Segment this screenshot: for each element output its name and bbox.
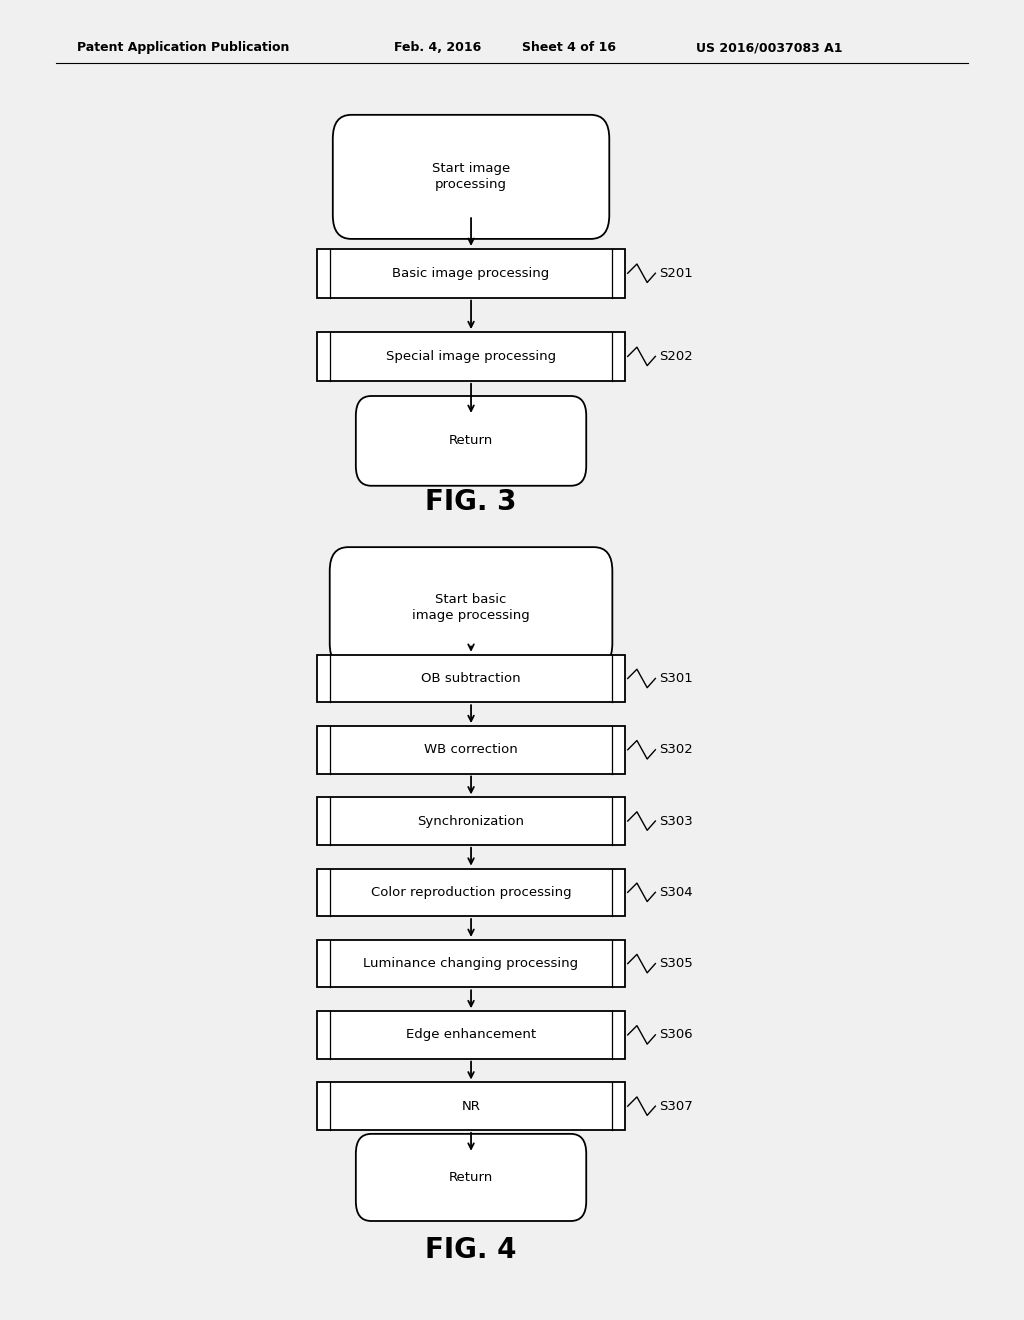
- Text: Return: Return: [449, 434, 494, 447]
- Text: S303: S303: [659, 814, 693, 828]
- Text: S305: S305: [659, 957, 693, 970]
- Text: Sheet 4 of 16: Sheet 4 of 16: [522, 41, 616, 54]
- Text: S202: S202: [659, 350, 693, 363]
- Text: Synchronization: Synchronization: [418, 814, 524, 828]
- FancyBboxPatch shape: [333, 115, 609, 239]
- Text: S307: S307: [659, 1100, 693, 1113]
- Bar: [317, 869, 625, 916]
- Text: FIG. 3: FIG. 3: [425, 487, 517, 516]
- Text: S302: S302: [659, 743, 693, 756]
- Text: Basic image processing: Basic image processing: [392, 267, 550, 280]
- Text: Edge enhancement: Edge enhancement: [406, 1028, 537, 1041]
- Text: Special image processing: Special image processing: [386, 350, 556, 363]
- Text: Start basic
image processing: Start basic image processing: [413, 593, 529, 622]
- Text: Feb. 4, 2016: Feb. 4, 2016: [394, 41, 481, 54]
- Text: S201: S201: [659, 267, 693, 280]
- Text: Color reproduction processing: Color reproduction processing: [371, 886, 571, 899]
- Text: Return: Return: [449, 1171, 494, 1184]
- Text: OB subtraction: OB subtraction: [421, 672, 521, 685]
- Text: FIG. 4: FIG. 4: [425, 1236, 517, 1265]
- Bar: [317, 726, 625, 774]
- Bar: [317, 1011, 625, 1059]
- Bar: [317, 1082, 625, 1130]
- Text: WB correction: WB correction: [424, 743, 518, 756]
- Text: NR: NR: [462, 1100, 480, 1113]
- Text: Patent Application Publication: Patent Application Publication: [77, 41, 289, 54]
- Bar: [317, 248, 625, 297]
- Text: Luminance changing processing: Luminance changing processing: [364, 957, 579, 970]
- Bar: [317, 655, 625, 702]
- Text: S306: S306: [659, 1028, 693, 1041]
- FancyBboxPatch shape: [330, 546, 612, 667]
- FancyBboxPatch shape: [356, 1134, 586, 1221]
- Text: Start image
processing: Start image processing: [432, 162, 510, 191]
- Text: S301: S301: [659, 672, 693, 685]
- FancyBboxPatch shape: [356, 396, 586, 486]
- Bar: [317, 797, 625, 845]
- Bar: [317, 940, 625, 987]
- Bar: [317, 331, 625, 380]
- Text: S304: S304: [659, 886, 693, 899]
- Text: US 2016/0037083 A1: US 2016/0037083 A1: [696, 41, 843, 54]
